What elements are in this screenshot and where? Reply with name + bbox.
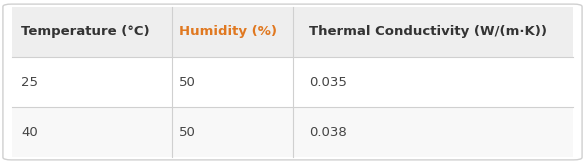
Text: Thermal Conductivity (W/(m·K)): Thermal Conductivity (W/(m·K)) bbox=[309, 25, 548, 38]
Bar bbox=[12, 107, 573, 157]
Text: 50: 50 bbox=[179, 75, 196, 89]
Bar bbox=[12, 7, 573, 57]
Text: 25: 25 bbox=[21, 75, 38, 89]
Bar bbox=[12, 57, 573, 107]
Text: 50: 50 bbox=[179, 126, 196, 139]
Text: 40: 40 bbox=[21, 126, 38, 139]
Text: 0.035: 0.035 bbox=[309, 75, 347, 89]
Text: Temperature (°C): Temperature (°C) bbox=[21, 25, 150, 38]
Text: Humidity (%): Humidity (%) bbox=[179, 25, 277, 38]
Text: 0.038: 0.038 bbox=[309, 126, 347, 139]
FancyBboxPatch shape bbox=[3, 4, 582, 160]
